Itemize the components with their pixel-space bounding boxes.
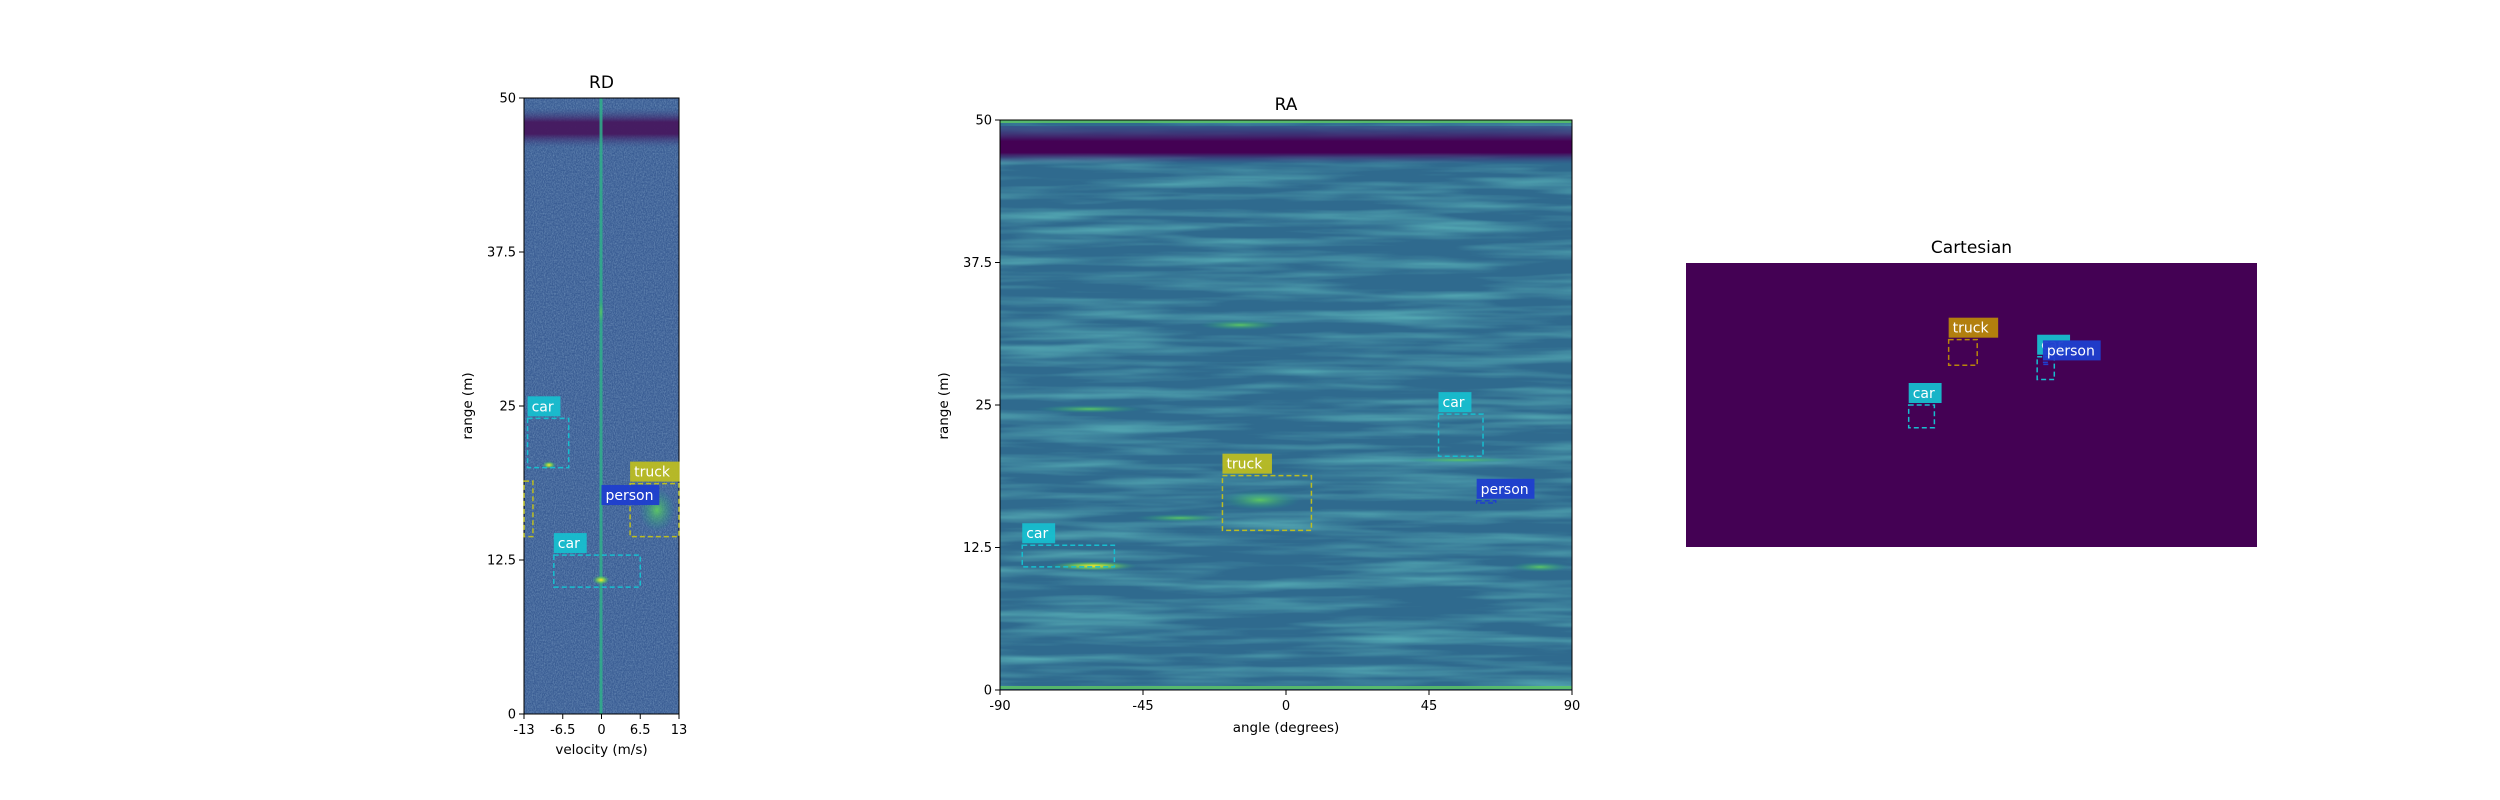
ra-y-tick-label: 0 — [984, 684, 992, 699]
ra-title: RA — [1275, 95, 1298, 115]
ra-y-tick-label: 37.5 — [963, 256, 992, 271]
cartesian-person-label: person — [2047, 343, 2095, 359]
rd-heatmap — [524, 98, 679, 714]
cartesian-car-label: car — [1913, 386, 1935, 402]
cartesian-person-label-bg — [2042, 340, 2101, 361]
rd-x-tick-label: 0 — [597, 723, 605, 738]
ra-person-label: person — [1481, 482, 1529, 498]
rd-x-ticks: -13 -6.5 0 6.5 13 — [513, 714, 687, 738]
rd-y-tick-label: 12.5 — [487, 554, 516, 569]
ra-heatmap — [1000, 120, 1572, 690]
cartesian-truck-box — [1947, 338, 1978, 366]
rd-person-label: person — [606, 488, 654, 504]
rd-ylabel: range (m) — [460, 372, 476, 439]
cartesian-car-box — [1907, 404, 1936, 429]
ra-car-label-bg — [1022, 523, 1056, 544]
ra-x-tick-label: 90 — [1564, 699, 1581, 714]
ra-x-tick-label: -90 — [989, 699, 1010, 714]
rd-y-tick-label: 37.5 — [487, 246, 516, 261]
ra-truck-label: truck — [1226, 457, 1263, 473]
ra-panel: RA angle (degrees) range (m) -90 -45 0 45 90… — [936, 95, 1580, 736]
rd-x-tick-label: -13 — [513, 723, 534, 738]
rd-y-tick-label: 0 — [508, 708, 516, 723]
rd-car-box — [526, 417, 570, 469]
rd-car-label-bg — [553, 533, 587, 554]
cartesian-truck-label-bg — [1948, 317, 1999, 338]
rd-x-tick-label: -6.5 — [550, 723, 575, 738]
ra-car-box — [1021, 544, 1116, 568]
ra-x-tick-label: 45 — [1421, 699, 1438, 714]
rd-truck-box — [629, 482, 680, 538]
ra-y-ticks: 0 12.5 25 37.5 50 — [963, 114, 1000, 699]
ra-x-tick-label: 0 — [1282, 699, 1290, 714]
cartesian-heatmap — [1686, 263, 2257, 547]
ra-xlabel: angle (degrees) — [1233, 720, 1340, 736]
ra-y-tick-label: 12.5 — [963, 541, 992, 556]
ra-annotations: car truck car person — [1021, 392, 1535, 568]
rd-car-label-bg — [527, 396, 561, 417]
rd-truck-label-bg — [630, 461, 680, 482]
ra-person-label-bg — [1476, 478, 1535, 499]
rd-truck-label: truck — [634, 465, 671, 481]
rd-x-tick-label: 13 — [671, 723, 688, 738]
cartesian-annotations: truckcarpersoncar — [1907, 317, 2101, 429]
ra-car-box — [1437, 413, 1484, 458]
rd-panel: RD velocity (m/s) range (m) -13 -6.5 0 6.5 1… — [460, 73, 687, 758]
cartesian-title: Cartesian — [1931, 238, 2012, 258]
ra-x-tick-label: -45 — [1132, 699, 1153, 714]
cartesian-truck-label: truck — [1953, 321, 1990, 337]
rd-car-label: car — [532, 399, 554, 415]
cartesian-panel: Cartesian truckcarpersoncar — [1686, 238, 2257, 547]
rd-y-ticks: 0 12.5 25 37.5 50 — [487, 92, 524, 723]
ra-car-label-bg — [1438, 392, 1472, 413]
ra-y-tick-label: 50 — [975, 114, 992, 129]
ra-ylabel: range (m) — [936, 372, 952, 439]
ra-truck-label-bg — [1222, 453, 1272, 474]
rd-car-box — [553, 554, 641, 588]
rd-y-tick-label: 25 — [499, 400, 516, 415]
rd-annotations: car car truck person — [523, 396, 680, 588]
ra-x-ticks: -90 -45 0 45 90 — [989, 690, 1580, 714]
ra-person-box — [1475, 500, 1497, 504]
cartesian-person-box — [2042, 361, 2050, 366]
ra-truck-box — [1221, 474, 1313, 532]
ra-y-tick-label: 25 — [975, 399, 992, 414]
rd-truck-box — [523, 480, 534, 538]
rd-y-tick-label: 50 — [499, 92, 516, 107]
rd-car-label: car — [558, 536, 580, 552]
cartesian-car-label-bg — [1908, 383, 1942, 403]
rd-person-label-bg — [601, 485, 660, 506]
rd-title: RD — [589, 73, 614, 93]
ra-car-label: car — [1443, 395, 1465, 411]
rd-xlabel: velocity (m/s) — [555, 742, 647, 758]
rd-x-tick-label: 6.5 — [630, 723, 651, 738]
ra-car-label: car — [1026, 526, 1048, 542]
